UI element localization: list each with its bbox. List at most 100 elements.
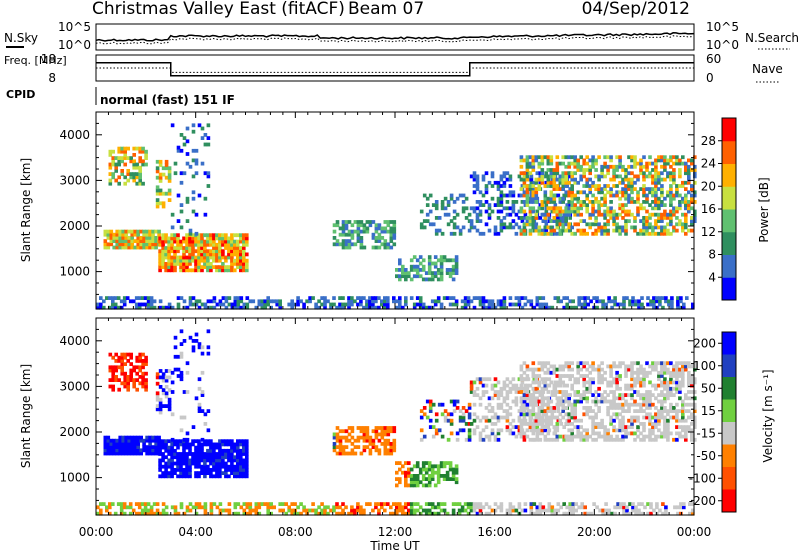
power-cell (182, 258, 186, 263)
velocity-cell (552, 370, 557, 375)
velocity-cell (415, 483, 420, 488)
velocity-cell (499, 502, 504, 506)
power-cell (448, 271, 453, 275)
velocity-cell (424, 470, 429, 475)
velocity-cell (129, 352, 133, 357)
power-cell (170, 233, 174, 238)
power-cell (570, 184, 574, 188)
velocity-cell (496, 402, 501, 407)
velocity-cell (589, 511, 593, 516)
velocity-cell (549, 364, 554, 369)
power-cell (164, 236, 168, 241)
velocity-cell (612, 402, 616, 407)
power-cell (155, 204, 160, 209)
velocity-cell (124, 442, 128, 446)
power-cell (562, 296, 566, 300)
power-cell (472, 184, 477, 188)
velocity-cell (606, 406, 610, 410)
power-cell (383, 229, 388, 234)
power-cell (571, 305, 575, 310)
power-cell (522, 171, 527, 176)
power-cell (224, 305, 229, 310)
power-cell (173, 171, 178, 176)
power-cell (436, 277, 441, 282)
velocity-cell (236, 461, 240, 466)
velocity-cell (615, 428, 619, 433)
power-cell (570, 231, 574, 236)
velocity-cell (681, 425, 685, 429)
power-cell (591, 200, 595, 204)
velocity-cell (648, 402, 652, 407)
velocity-cell (152, 511, 157, 516)
velocity-cell (594, 422, 598, 426)
power-cell (531, 200, 536, 204)
velocity-cell (567, 367, 571, 372)
power-cell (588, 216, 592, 220)
power-cell (490, 305, 495, 310)
velocity-cell (528, 422, 533, 426)
power-cell (678, 222, 682, 227)
power-cell (621, 225, 625, 230)
velocity-cell (478, 396, 483, 401)
power-cell (544, 209, 549, 214)
power-cell (427, 255, 432, 259)
velocity-cell (690, 390, 694, 394)
power-cell (377, 232, 382, 237)
power-cell (657, 171, 661, 176)
power-cell (531, 168, 536, 172)
velocity-cell (167, 404, 172, 408)
power-cell (236, 252, 240, 257)
power-cell (651, 180, 655, 185)
velocity-cell (630, 431, 634, 436)
power-cell (540, 177, 545, 182)
velocity-cell (540, 406, 545, 410)
power-cell (502, 193, 507, 198)
velocity-cell (455, 399, 460, 404)
power-cell (236, 302, 241, 307)
velocity-cell (648, 393, 652, 397)
power-cell (552, 209, 557, 214)
velocity-cell (188, 335, 193, 340)
power-cell (142, 239, 146, 243)
power-cell (347, 305, 351, 310)
power-cell (164, 166, 169, 171)
velocity-cell (615, 437, 619, 442)
velocity-cell (123, 362, 127, 366)
power-cell (344, 223, 349, 228)
power-cell (558, 200, 563, 204)
velocity-cell (576, 370, 580, 375)
velocity-cell (461, 415, 466, 420)
power-cell (176, 236, 180, 241)
power-cell (645, 222, 649, 227)
velocity-cell (478, 437, 483, 442)
power-cell (691, 302, 695, 307)
power-cell (242, 249, 246, 254)
power-cell (646, 302, 650, 307)
power-cell (374, 229, 379, 234)
power-cell (693, 212, 697, 217)
velocity-cell (245, 452, 249, 456)
power-cell (221, 252, 225, 257)
velocity-cell (534, 380, 539, 385)
power-cell (573, 155, 577, 160)
power-cell (123, 181, 127, 186)
power-cell (185, 242, 189, 247)
velocity-cell (522, 409, 527, 413)
velocity-cell (579, 434, 583, 439)
power-cell (191, 252, 195, 257)
velocity-cell (675, 383, 679, 388)
power-cell (684, 187, 688, 191)
power-cell (603, 184, 607, 188)
power-cell (550, 177, 555, 182)
power-cell (138, 156, 142, 160)
power-cell (148, 239, 152, 243)
velocity-cell (112, 451, 116, 456)
velocity-cell (227, 439, 231, 444)
velocity-cell (236, 502, 241, 506)
velocity-cell (603, 425, 607, 429)
power-cell (567, 225, 571, 230)
power-cell (678, 203, 682, 207)
power-cell (478, 190, 483, 195)
velocity-cell (666, 437, 670, 442)
